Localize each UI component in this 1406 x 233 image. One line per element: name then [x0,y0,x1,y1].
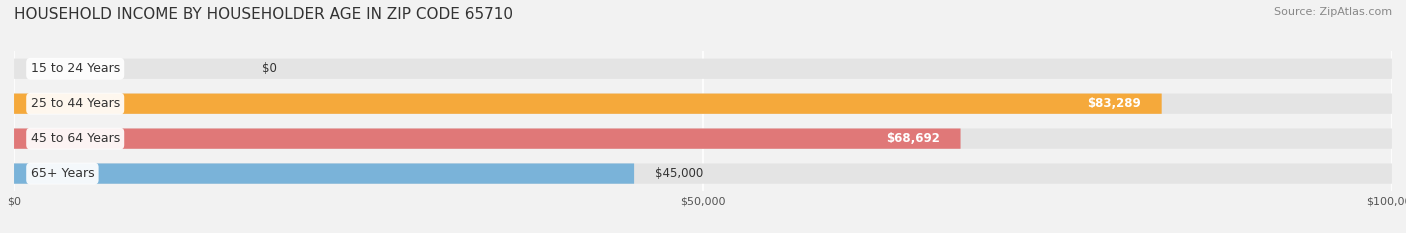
FancyBboxPatch shape [14,164,634,184]
Text: $68,692: $68,692 [886,132,939,145]
Text: Source: ZipAtlas.com: Source: ZipAtlas.com [1274,7,1392,17]
FancyBboxPatch shape [14,93,1392,114]
Text: 15 to 24 Years: 15 to 24 Years [31,62,120,75]
FancyBboxPatch shape [14,59,1392,79]
Text: 25 to 44 Years: 25 to 44 Years [31,97,120,110]
Text: $83,289: $83,289 [1087,97,1142,110]
Text: HOUSEHOLD INCOME BY HOUSEHOLDER AGE IN ZIP CODE 65710: HOUSEHOLD INCOME BY HOUSEHOLDER AGE IN Z… [14,7,513,22]
FancyBboxPatch shape [14,164,1392,184]
Text: 45 to 64 Years: 45 to 64 Years [31,132,120,145]
FancyBboxPatch shape [14,93,1161,114]
FancyBboxPatch shape [14,129,1392,149]
Text: 65+ Years: 65+ Years [31,167,94,180]
Text: $0: $0 [262,62,277,75]
Text: $45,000: $45,000 [655,167,703,180]
FancyBboxPatch shape [14,129,960,149]
